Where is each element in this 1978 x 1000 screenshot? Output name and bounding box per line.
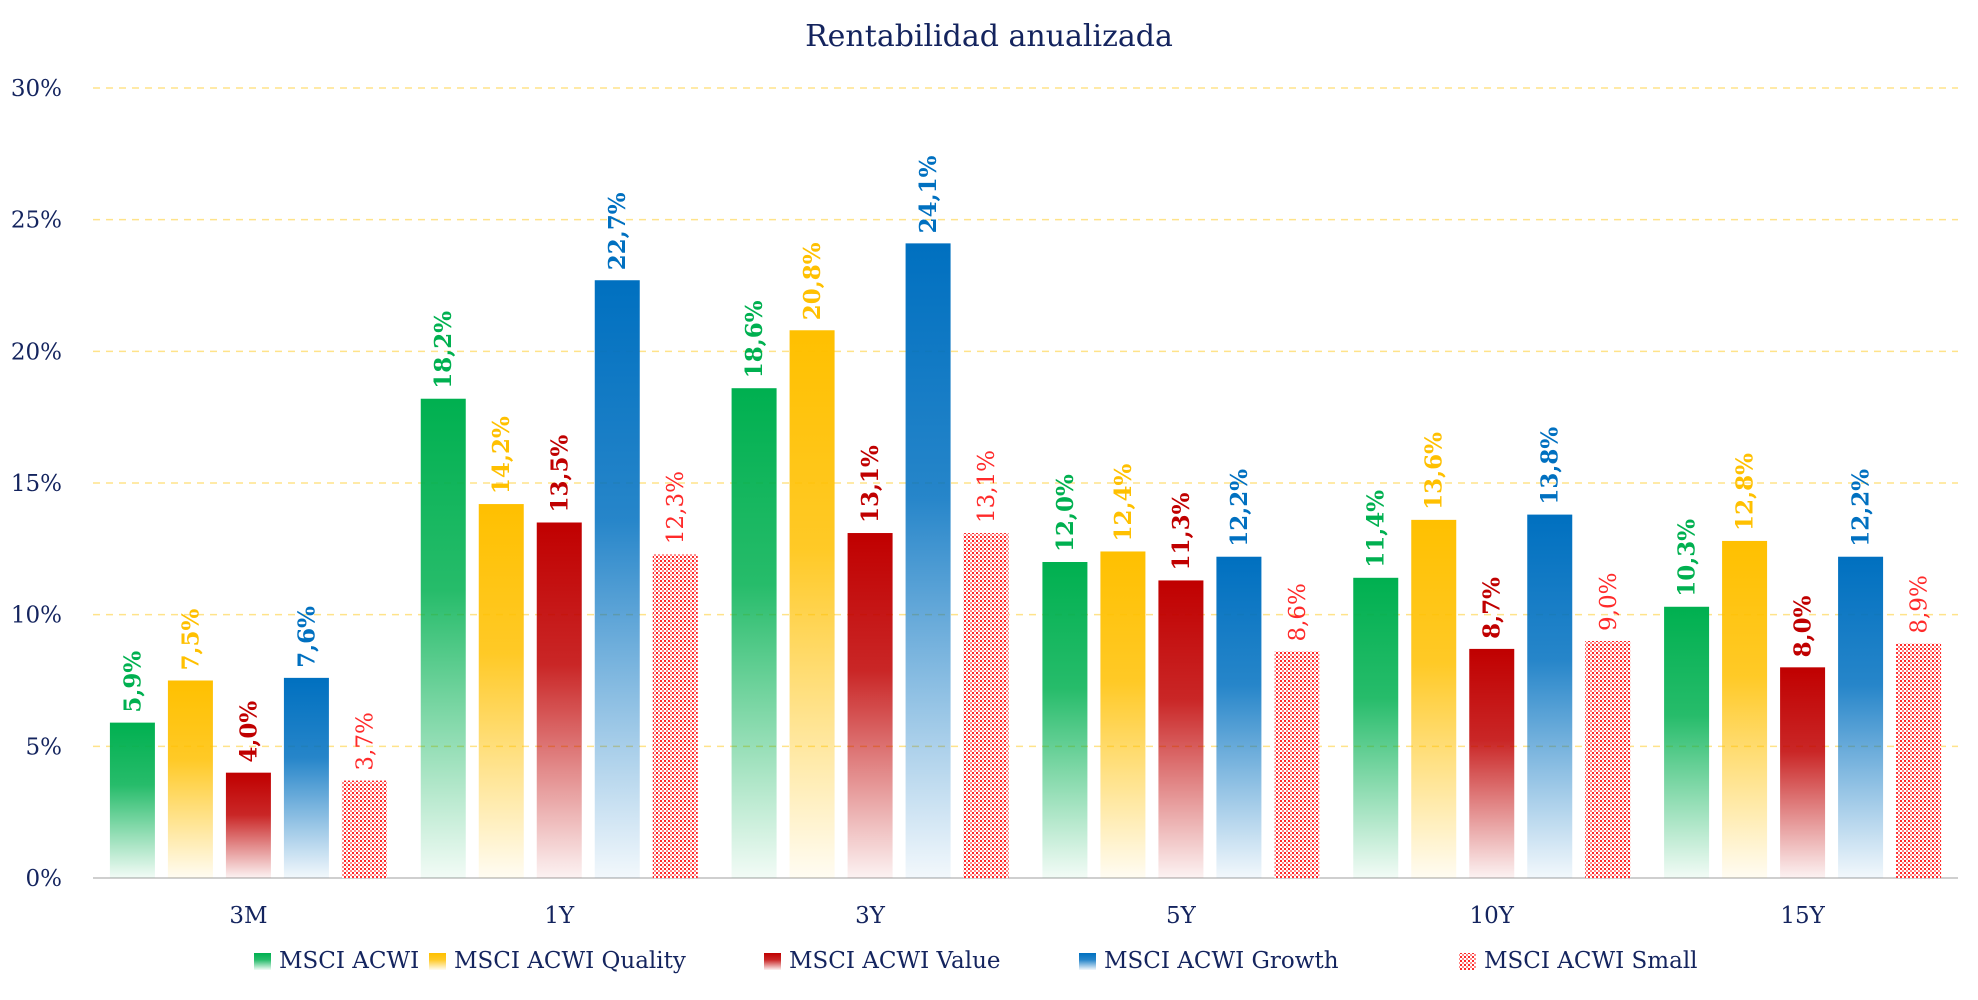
legend-label-msci-acwi-growth: MSCI ACWI Growth (1104, 948, 1339, 974)
bar-msci-acwi-quality-3m (167, 680, 213, 878)
y-tick-label: 25% (11, 208, 62, 234)
data-label-msci-acwi-1y: 18,2% (430, 311, 457, 389)
bar-msci-acwi-small-3y (963, 533, 1009, 878)
x-tick-label: 1Y (544, 903, 575, 929)
bar-msci-acwi-3m (109, 722, 155, 878)
x-tick-label: 15Y (1780, 903, 1825, 929)
bar-msci-acwi-value-10y (1469, 648, 1515, 878)
data-label-msci-acwi-value-1y: 13,5% (546, 434, 573, 512)
bar-msci-acwi-growth-15y (1838, 556, 1884, 878)
bar-msci-acwi-growth-3y (905, 243, 951, 878)
x-tick-label: 3M (229, 903, 267, 929)
bar-msci-acwi-value-3m (225, 772, 271, 878)
legend-label-msci-acwi-value: MSCI ACWI Value (789, 948, 1001, 974)
legend-swatch-msci-acwi-small (1459, 953, 1476, 970)
bars (109, 243, 1942, 878)
data-label-msci-acwi-3y: 18,6% (741, 300, 768, 378)
bar-msci-acwi-growth-1y (594, 280, 640, 878)
legend: MSCI ACWI MSCI ACWI Quality MSCI ACWI Valu… (254, 948, 1698, 974)
data-label-msci-acwi-growth-3y: 24,1% (915, 155, 942, 233)
bar-msci-acwi-value-5y (1158, 580, 1204, 878)
data-label-msci-acwi-quality-3m: 7,5% (177, 608, 204, 670)
data-label-msci-acwi-growth-5y: 12,2% (1226, 469, 1253, 547)
y-tick-label: 15% (11, 471, 62, 497)
data-label-msci-acwi-value-3y: 13,1% (857, 445, 884, 523)
data-label-msci-acwi-quality-15y: 12,8% (1732, 453, 1759, 531)
data-label-msci-acwi-growth-15y: 12,2% (1848, 469, 1875, 547)
data-label-msci-acwi-small-5y: 8,6% (1285, 583, 1311, 641)
legend-label-msci-acwi-quality: MSCI ACWI Quality (454, 948, 686, 974)
bar-msci-acwi-small-5y (1274, 651, 1320, 878)
bar-msci-acwi-quality-1y (478, 504, 524, 878)
data-label-msci-acwi-15y: 10,3% (1674, 519, 1701, 597)
bar-msci-acwi-quality-3y (789, 330, 835, 878)
legend-swatch-msci-acwi-quality (429, 953, 446, 970)
data-label-msci-acwi-value-3m: 4,0% (235, 701, 262, 763)
legend-swatch-msci-acwi (254, 953, 271, 970)
bar-msci-acwi-growth-5y (1216, 556, 1262, 878)
bar-msci-acwi-small-10y (1585, 641, 1631, 878)
bar-msci-acwi-value-1y (536, 522, 582, 878)
y-tick-label: 0% (26, 866, 63, 892)
data-label-msci-acwi-small-3m: 3,7% (352, 712, 378, 770)
bar-msci-acwi-small-3m (341, 780, 387, 878)
bar-msci-acwi-small-1y (652, 554, 698, 878)
bar-msci-acwi-quality-10y (1411, 519, 1457, 878)
y-tick-label: 30% (11, 76, 62, 102)
data-label-msci-acwi-10y: 11,4% (1363, 490, 1390, 568)
data-label-msci-acwi-quality-1y: 14,2% (488, 416, 515, 494)
bar-msci-acwi-growth-3m (283, 677, 329, 878)
data-label-msci-acwi-growth-10y: 13,8% (1537, 427, 1564, 505)
bar-msci-acwi-15y (1664, 606, 1710, 878)
data-label-msci-acwi-quality-5y: 12,4% (1110, 463, 1137, 541)
data-label-msci-acwi-3m: 5,9% (119, 651, 146, 713)
data-label-msci-acwi-quality-3y: 20,8% (799, 242, 826, 320)
data-label-msci-acwi-value-5y: 11,3% (1168, 492, 1195, 570)
x-tick-label: 3Y (855, 903, 886, 929)
data-label-msci-acwi-value-15y: 8,0% (1790, 595, 1817, 657)
data-label-msci-acwi-5y: 12,0% (1052, 474, 1079, 552)
bar-msci-acwi-quality-5y (1100, 551, 1146, 878)
data-labels: 5,9% 7,5% 4,0% 7,6% 3,7% 18,2% 14,2% 13,5% 22,7%… (119, 155, 1932, 770)
x-tick-label: 10Y (1470, 903, 1515, 929)
data-label-msci-acwi-growth-3m: 7,6% (293, 606, 320, 668)
y-tick-label: 10% (11, 603, 62, 629)
bar-msci-acwi-value-3y (847, 533, 893, 878)
bar-msci-acwi-3y (731, 388, 777, 878)
data-label-msci-acwi-small-3y: 13,1% (974, 450, 1000, 523)
x-axis: 3M 1Y 3Y 5Y 10Y 15Y (229, 903, 1825, 929)
bar-msci-acwi-10y (1353, 577, 1399, 878)
y-axis: 0% 5% 10% 15% 20% 25% 30% (11, 76, 62, 892)
bar-msci-acwi-1y (420, 398, 466, 878)
data-label-msci-acwi-small-1y: 12,3% (663, 471, 689, 544)
legend-swatch-msci-acwi-value (764, 953, 781, 970)
legend-label-msci-acwi-small: MSCI ACWI Small (1484, 948, 1698, 974)
y-tick-label: 20% (11, 339, 62, 365)
legend-swatch-msci-acwi-growth (1079, 953, 1096, 970)
data-label-msci-acwi-small-10y: 9,0% (1596, 573, 1622, 631)
y-tick-label: 5% (26, 734, 63, 760)
bar-msci-acwi-value-15y (1780, 667, 1826, 878)
data-label-msci-acwi-quality-10y: 13,6% (1421, 432, 1448, 510)
data-label-msci-acwi-value-10y: 8,7% (1479, 577, 1506, 639)
x-tick-label: 5Y (1166, 903, 1197, 929)
chart-title: Rentabilidad anualizada (805, 19, 1173, 54)
bar-msci-acwi-small-15y (1896, 643, 1942, 878)
data-label-msci-acwi-growth-1y: 22,7% (604, 192, 631, 270)
bar-msci-acwi-5y (1042, 562, 1088, 878)
bar-msci-acwi-quality-15y (1722, 540, 1768, 878)
bar-msci-acwi-growth-10y (1527, 514, 1573, 878)
legend-label-msci-acwi: MSCI ACWI (279, 948, 419, 974)
data-label-msci-acwi-small-15y: 8,9% (1907, 575, 1933, 633)
